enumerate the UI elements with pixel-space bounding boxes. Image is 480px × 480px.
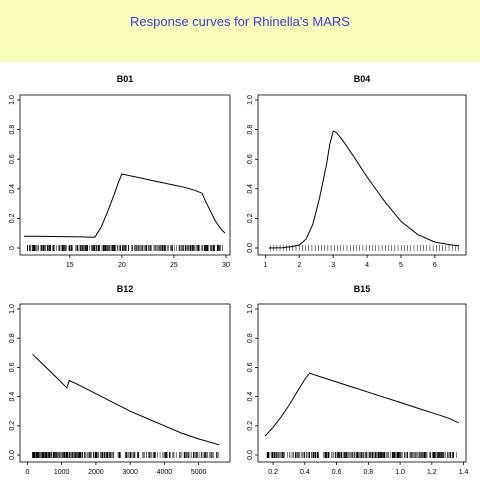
x-tick-label: 1.4 (459, 469, 469, 476)
panel-b04: B04 0.0 0.2 0.4 0.6 0.8 1.0 1 2 3 4 5 6 (247, 74, 467, 269)
panel-b01: B01 0 0.2 0.4 0.6 0.8 1.0 15 20 25 30 (9, 74, 231, 269)
plot-frame (19, 94, 231, 256)
plot-frame (19, 303, 231, 463)
x-tick-label: 0.2 (268, 469, 278, 476)
y-tick-label: 0.4 (247, 392, 254, 402)
y-tick-label: 0.6 (9, 362, 16, 372)
y-tick-label: 0.4 (9, 392, 16, 402)
x-tick-label: 0.8 (363, 469, 373, 476)
x-tick-label: 25 (170, 262, 178, 269)
y-tick-label: 0.8 (9, 333, 16, 343)
x-tick-label: 1000 (54, 469, 70, 476)
y-tick-label: 0.6 (247, 362, 254, 372)
y-tick-label: 1.0 (247, 304, 254, 314)
panel-title: B12 (117, 284, 134, 294)
y-tick-label: 0.6 (9, 154, 16, 164)
x-tick-label: 0 (25, 469, 29, 476)
y-tick-label: 0.4 (247, 184, 254, 194)
panel-title: B15 (354, 284, 371, 294)
x-tick-label: 2000 (88, 469, 104, 476)
y-tick-label: 0 (9, 246, 16, 250)
response-curve (264, 372, 460, 437)
x-tick-label: 4 (365, 262, 369, 269)
x-tick-label: 30 (222, 262, 230, 269)
rug-marks (266, 452, 457, 458)
y-tick-label: 1.0 (247, 95, 254, 105)
y-tick-label: 0.0 (9, 450, 16, 460)
rug-marks (27, 245, 223, 251)
rug-marks (270, 245, 459, 251)
panel-b15: B15 0.0 0.2 0.4 0.6 0.8 1.0 0.2 0.4 0.6 0.8 1.0 1.2 1… (247, 284, 469, 476)
x-tick-label: 5 (399, 262, 403, 269)
y-tick-label: 0.0 (247, 243, 254, 253)
x-tick-label: 3 (331, 262, 335, 269)
y-tick-label: 0.2 (247, 421, 254, 431)
y-tick-label: 1.0 (9, 304, 16, 314)
response-curve (23, 173, 226, 238)
x-tick-label: 6 (433, 262, 437, 269)
panel-title: B01 (117, 74, 134, 84)
header-banner: Response curves for Rhinella's MARS (0, 0, 480, 62)
x-tick-label: 1 (263, 262, 267, 269)
y-tick-label: 0.4 (9, 184, 16, 194)
x-tick-label: 2 (297, 262, 301, 269)
x-tick-label: 20 (118, 262, 126, 269)
y-tick-label: 0.2 (9, 421, 16, 431)
plot-frame (257, 303, 467, 463)
x-tick-label: 0.6 (332, 469, 342, 476)
response-curve (268, 130, 459, 249)
y-tick-label: 0.8 (247, 333, 254, 343)
rug-marks (32, 452, 220, 458)
y-tick-label: 0.8 (247, 125, 254, 135)
x-tick-label: 5000 (191, 469, 207, 476)
y-tick-label: 0.6 (247, 154, 254, 164)
x-tick-label: 3000 (122, 469, 138, 476)
y-tick-label: 0.2 (9, 213, 16, 223)
y-tick-label: 0.0 (247, 450, 254, 460)
response-curve (32, 353, 220, 446)
x-tick-label: 1.2 (427, 469, 437, 476)
figure-title: Response curves for Rhinella's MARS (130, 14, 350, 29)
x-tick-label: 15 (66, 262, 74, 269)
panel-title: B04 (354, 74, 371, 84)
y-tick-label: 0.8 (9, 125, 16, 135)
x-tick-label: 0.4 (300, 469, 310, 476)
x-tick-label: 1.0 (395, 469, 405, 476)
x-tick-label: 4000 (157, 469, 173, 476)
plot-frame (257, 94, 467, 256)
y-tick-label: 1.0 (9, 95, 16, 105)
y-tick-label: 0.2 (247, 213, 254, 223)
panel-b12: B12 0.0 0.2 0.4 0.6 0.8 1.0 0 1000 2000 3000 4000 50… (9, 284, 231, 476)
